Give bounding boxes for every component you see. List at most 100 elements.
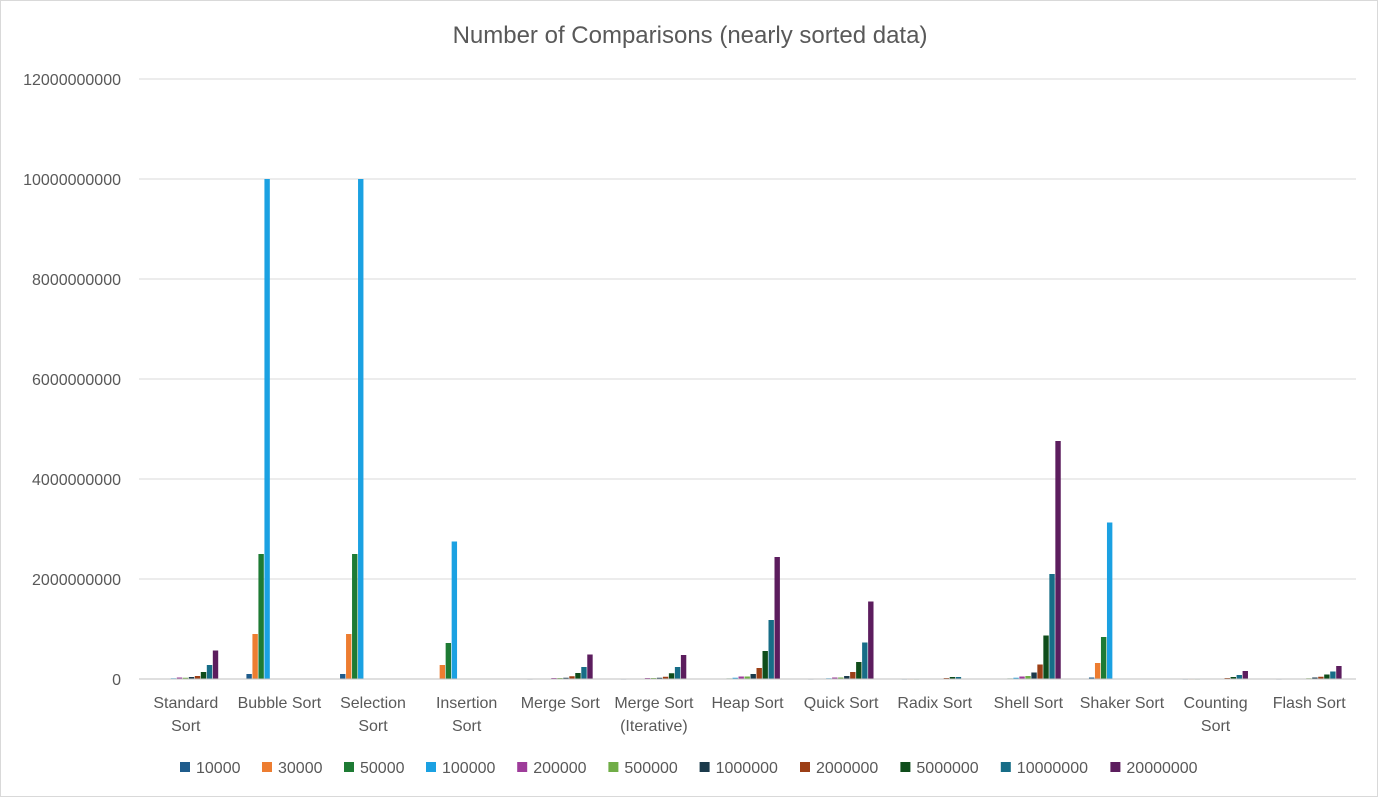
bar [1031,672,1037,679]
bar [744,676,750,679]
bar [176,677,183,679]
bar [346,634,352,679]
bar [1318,676,1324,679]
bar [352,554,358,679]
bar [750,674,756,679]
legend-item: 1000000 [699,760,778,777]
y-axis-tick-labels: 0 2000000000 4000000000 6000000000 800000000… [23,72,121,689]
legend-item: 10000 [180,760,241,777]
bar [1230,677,1236,679]
legend-item: 2000000 [800,760,878,777]
bar [1094,663,1101,679]
bar [212,650,219,679]
category-label: Heap Sort [711,695,784,712]
legend-label: 20000000 [1126,760,1197,777]
y-tick-label: 8000000000 [32,272,121,289]
bar [563,677,569,679]
bar [762,651,768,679]
bar [1055,441,1061,679]
bar [581,667,587,679]
legend-label: 30000 [278,760,323,777]
bar [1088,677,1095,679]
bar [358,179,364,679]
chart-title: Number of Comparisons (nearly sorted dat… [453,22,928,49]
bar [258,554,264,679]
legend-swatch [180,762,190,772]
bar [774,557,780,679]
bar [868,601,874,679]
bar [439,665,446,679]
legend-item: 30000 [262,760,323,777]
legend-swatch [800,762,810,772]
bar [949,677,956,679]
legend-label: 5000000 [916,760,978,777]
bar [1242,671,1248,679]
category-label: Insertion Sort [436,695,497,735]
legend-label: 1000000 [716,760,778,777]
bar [674,667,681,679]
bar [756,668,762,679]
legend-swatch [1110,762,1121,772]
legend-item: 200000 [517,760,587,777]
y-tick-label: 4000000000 [32,472,121,489]
bar [188,677,195,679]
legend-label: 200000 [533,760,586,777]
legend-label: 50000 [360,760,405,777]
bar [662,676,669,679]
category-label: Standard Sort [153,695,218,735]
bar [246,674,252,679]
legend-item: 100000 [426,760,495,777]
category-label: Merge Sort (Iterative) [614,695,694,735]
legend-swatch [699,762,710,772]
legend-item: 20000000 [1110,760,1198,777]
bar [1312,677,1318,679]
legend-label: 2000000 [816,760,878,777]
category-label: Radix Sort [897,695,972,712]
bar [955,677,962,679]
bar [182,677,189,679]
bar [1019,676,1025,679]
bar [194,676,201,679]
legend-swatch [1000,762,1011,772]
category-label: Flash Sort [1273,695,1346,712]
gridlines [139,78,1356,580]
bar [1324,674,1330,679]
bar [1049,574,1055,679]
legend-item: 10000000 [1000,760,1088,777]
category-label: Bubble Sort [238,695,322,712]
bar [668,673,675,679]
legend-item: 500000 [608,760,678,777]
bar [1106,522,1113,679]
bar [1236,675,1242,679]
bar [445,643,452,679]
legend: 10000 30000 50000 100000 200000 500000 1000000… [180,760,1198,777]
bar [252,634,258,679]
legend-swatch [517,762,528,772]
legend-swatch [608,762,619,772]
bar [738,676,744,679]
legend-label: 10000 [196,760,241,777]
bar [838,677,844,679]
legend-swatch [426,762,436,772]
y-tick-label: 0 [112,672,121,689]
y-tick-label: 6000000000 [32,372,121,389]
bar [656,677,663,679]
bar [340,674,346,679]
bar [200,672,207,679]
legend-item: 50000 [344,760,405,777]
bar [1043,635,1049,679]
category-label: Quick Sort [804,695,879,712]
y-tick-label: 2000000000 [32,572,121,589]
bar [575,673,581,679]
bar [1013,677,1019,679]
legend-label: 10000000 [1017,760,1088,777]
bar [768,620,774,679]
legend-label: 500000 [624,760,677,777]
legend-swatch [900,762,911,772]
bar [1336,666,1342,679]
y-tick-label: 12000000000 [23,72,121,89]
bar [732,677,738,679]
bar [832,677,838,679]
